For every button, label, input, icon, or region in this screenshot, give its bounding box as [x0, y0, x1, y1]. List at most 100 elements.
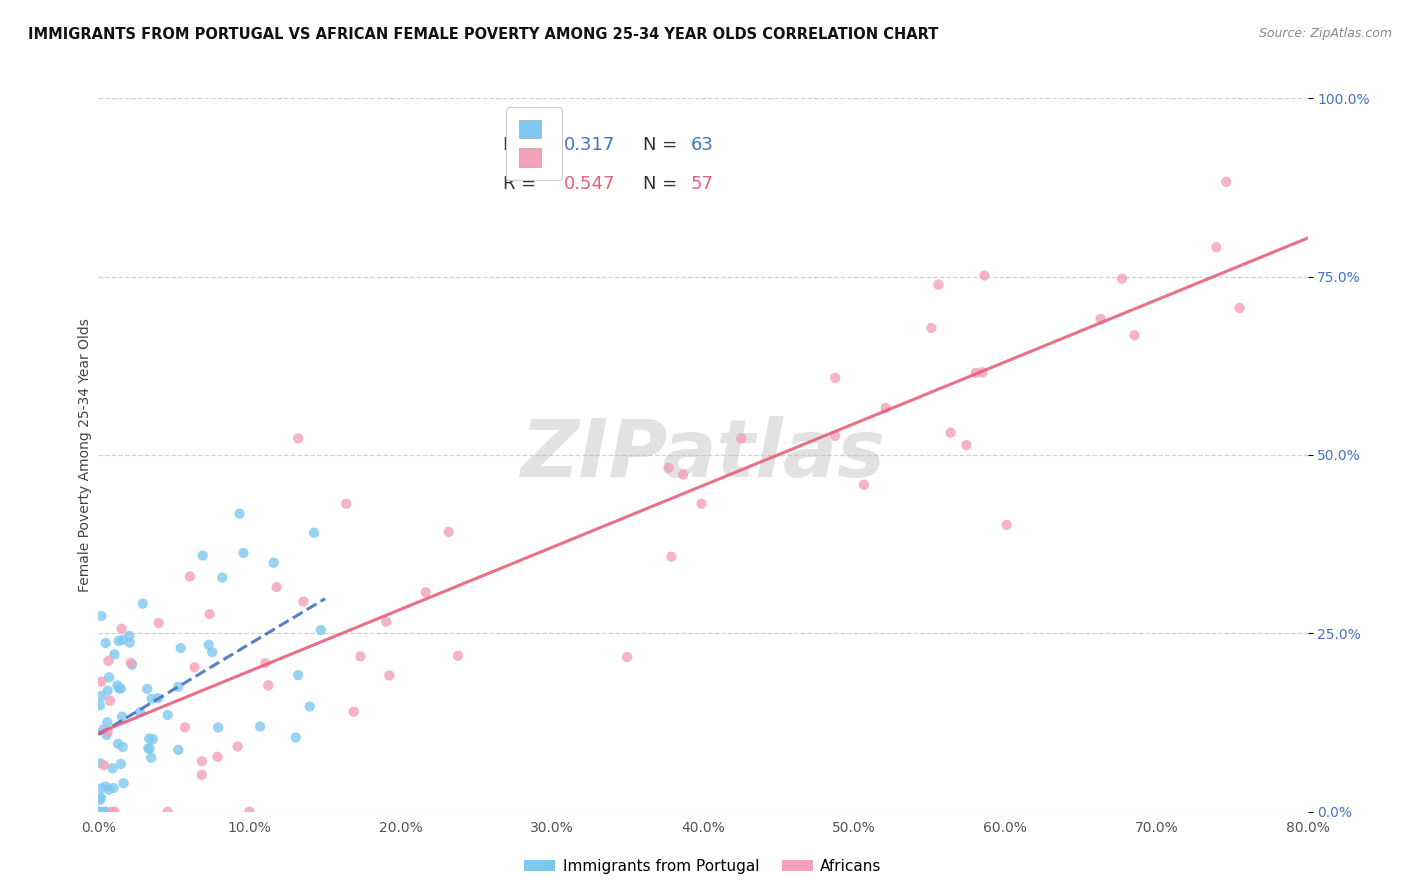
Point — [207, 749, 229, 764]
Point — [97, 782, 120, 797]
Point — [90, 790, 112, 805]
Point — [875, 401, 897, 415]
Point — [167, 743, 190, 757]
Point — [120, 656, 142, 670]
Point — [661, 549, 683, 564]
Point — [238, 805, 260, 819]
Point — [349, 649, 371, 664]
Point — [110, 756, 132, 771]
Point — [824, 429, 846, 443]
Point — [249, 719, 271, 733]
Point — [107, 633, 129, 648]
Text: Source: ZipAtlas.com: Source: ZipAtlas.com — [1258, 27, 1392, 40]
Legend: , : , — [506, 107, 562, 180]
Point — [198, 607, 221, 622]
Point — [939, 425, 962, 440]
Point — [89, 756, 111, 771]
Point — [170, 640, 193, 655]
Point — [972, 365, 994, 379]
Point — [93, 805, 115, 819]
Point — [1123, 328, 1146, 343]
Point — [292, 594, 315, 608]
Text: N =: N = — [643, 136, 682, 153]
Point — [141, 691, 163, 706]
Point — [97, 654, 120, 668]
Point — [111, 622, 134, 636]
Point — [142, 732, 165, 747]
Point — [658, 461, 681, 475]
Point — [118, 629, 141, 643]
Point — [287, 431, 309, 445]
Point — [103, 805, 125, 819]
Point — [955, 438, 977, 452]
Point — [965, 366, 987, 380]
Point — [146, 691, 169, 706]
Point — [343, 705, 366, 719]
Point — [191, 549, 214, 563]
Point — [136, 741, 159, 756]
Point — [108, 681, 131, 696]
Point — [437, 524, 460, 539]
Point — [1205, 240, 1227, 254]
Point — [90, 609, 112, 624]
Point — [121, 657, 143, 672]
Point — [89, 793, 111, 807]
Point — [96, 728, 118, 742]
Point — [616, 650, 638, 665]
Point — [266, 580, 288, 594]
Point — [183, 660, 205, 674]
Text: R =: R = — [503, 175, 543, 193]
Point — [690, 497, 713, 511]
Point — [118, 635, 141, 649]
Point — [107, 737, 129, 751]
Point — [93, 758, 115, 772]
Text: 63: 63 — [690, 136, 714, 153]
Point — [232, 546, 254, 560]
Point — [96, 715, 118, 730]
Y-axis label: Female Poverty Among 25-34 Year Olds: Female Poverty Among 25-34 Year Olds — [77, 318, 91, 592]
Point — [730, 431, 752, 445]
Point — [226, 739, 249, 754]
Point — [201, 645, 224, 659]
Point — [89, 805, 111, 819]
Point — [309, 623, 332, 637]
Point — [156, 805, 179, 819]
Point — [111, 710, 134, 724]
Point — [179, 569, 201, 583]
Point — [672, 467, 695, 482]
Point — [207, 721, 229, 735]
Point — [94, 636, 117, 650]
Point — [263, 556, 285, 570]
Point — [1111, 271, 1133, 285]
Point — [98, 693, 121, 707]
Point — [228, 507, 250, 521]
Point — [415, 585, 437, 599]
Text: R =: R = — [503, 136, 543, 153]
Point — [211, 571, 233, 585]
Point — [995, 517, 1018, 532]
Point — [90, 674, 112, 689]
Point — [105, 678, 128, 692]
Point — [98, 670, 121, 684]
Point — [197, 638, 219, 652]
Point — [302, 525, 325, 540]
Point — [91, 723, 114, 737]
Point — [447, 648, 470, 663]
Point — [112, 776, 135, 790]
Point — [852, 478, 875, 492]
Point — [111, 739, 134, 754]
Text: 0.547: 0.547 — [564, 175, 616, 193]
Point — [167, 680, 190, 694]
Point — [375, 615, 398, 629]
Point — [141, 751, 163, 765]
Text: IMMIGRANTS FROM PORTUGAL VS AFRICAN FEMALE POVERTY AMONG 25-34 YEAR OLDS CORRELA: IMMIGRANTS FROM PORTUGAL VS AFRICAN FEMA… — [28, 27, 938, 42]
Point — [920, 321, 942, 335]
Point — [138, 741, 160, 756]
Point — [97, 724, 120, 739]
Point — [111, 632, 134, 647]
Point — [148, 615, 170, 630]
Point — [132, 597, 155, 611]
Point — [97, 683, 120, 698]
Point — [136, 681, 159, 696]
Point — [110, 681, 132, 696]
